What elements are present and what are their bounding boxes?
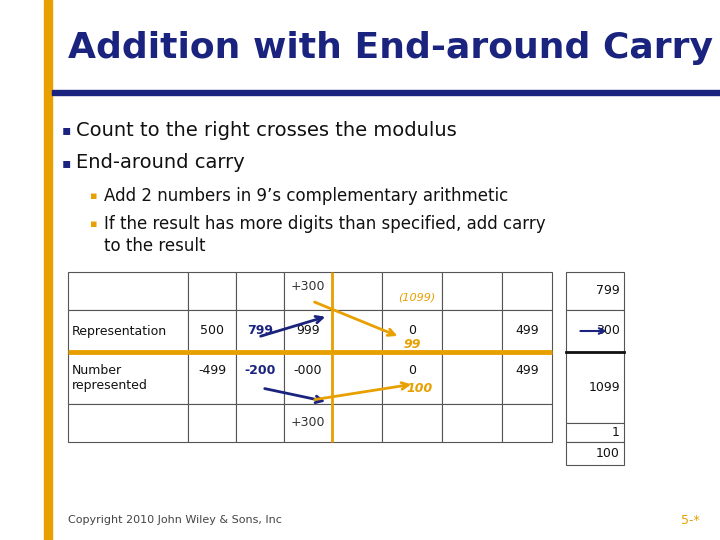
- Text: (1099): (1099): [398, 292, 436, 302]
- Bar: [382, 404, 442, 442]
- Bar: [566, 310, 624, 352]
- Text: 1: 1: [612, 426, 620, 439]
- Bar: [332, 404, 382, 442]
- Text: 100: 100: [407, 381, 433, 395]
- Bar: [502, 352, 552, 404]
- Text: 300: 300: [596, 325, 620, 338]
- Text: Add 2 numbers in 9’s complementary arithmetic: Add 2 numbers in 9’s complementary arith…: [104, 187, 508, 205]
- Bar: [236, 272, 284, 310]
- Bar: [68, 404, 188, 442]
- Text: ▪: ▪: [90, 191, 97, 201]
- Bar: [382, 272, 442, 310]
- Text: ▪: ▪: [62, 156, 71, 170]
- Bar: [236, 404, 284, 442]
- Bar: [188, 404, 236, 442]
- Text: -000: -000: [294, 363, 323, 376]
- Text: +300: +300: [291, 416, 325, 429]
- Text: 0: 0: [408, 363, 416, 376]
- Text: -200: -200: [244, 363, 276, 376]
- Bar: [382, 310, 442, 352]
- Text: ▪: ▪: [90, 219, 97, 229]
- Bar: [188, 352, 236, 404]
- Bar: [442, 352, 502, 404]
- Text: ▪: ▪: [62, 123, 71, 137]
- Text: 500: 500: [200, 325, 224, 338]
- Text: If the result has more digits than specified, add carry: If the result has more digits than speci…: [104, 215, 546, 233]
- Bar: [188, 272, 236, 310]
- Text: Count to the right crosses the modulus: Count to the right crosses the modulus: [76, 120, 456, 139]
- Bar: [566, 423, 624, 442]
- Bar: [52, 95, 720, 540]
- Bar: [566, 442, 624, 465]
- Text: 499: 499: [516, 363, 539, 376]
- Text: 1099: 1099: [588, 381, 620, 394]
- Bar: [442, 310, 502, 352]
- Bar: [68, 310, 188, 352]
- Bar: [236, 310, 284, 352]
- Bar: [188, 310, 236, 352]
- Bar: [502, 404, 552, 442]
- Bar: [332, 352, 382, 404]
- Bar: [332, 272, 382, 310]
- Text: 0: 0: [408, 325, 416, 338]
- Bar: [442, 272, 502, 310]
- Text: +300: +300: [291, 280, 325, 294]
- Bar: [566, 272, 624, 310]
- Bar: [442, 404, 502, 442]
- Text: Representation: Representation: [72, 325, 167, 338]
- Bar: [566, 352, 624, 423]
- Text: represented: represented: [72, 380, 148, 393]
- Bar: [44, 0, 52, 540]
- Text: 799: 799: [596, 285, 620, 298]
- Bar: [68, 352, 188, 404]
- Bar: [332, 310, 382, 352]
- Bar: [284, 352, 332, 404]
- Bar: [284, 310, 332, 352]
- Bar: [236, 352, 284, 404]
- Text: Number: Number: [72, 363, 122, 376]
- Text: 499: 499: [516, 325, 539, 338]
- Text: 799: 799: [247, 325, 273, 338]
- Bar: [382, 352, 442, 404]
- Text: 999: 999: [296, 325, 320, 338]
- Text: -499: -499: [198, 363, 226, 376]
- Text: 5-*: 5-*: [681, 514, 700, 526]
- Text: 99: 99: [403, 339, 420, 352]
- Text: Copyright 2010 John Wiley & Sons, Inc: Copyright 2010 John Wiley & Sons, Inc: [68, 515, 282, 525]
- Bar: [502, 310, 552, 352]
- Bar: [284, 404, 332, 442]
- Text: Addition with End-around Carry: Addition with End-around Carry: [68, 31, 713, 65]
- Bar: [284, 272, 332, 310]
- Text: End-around carry: End-around carry: [76, 153, 245, 172]
- Text: to the result: to the result: [104, 237, 205, 255]
- Bar: [52, 90, 720, 95]
- Bar: [68, 272, 188, 310]
- Bar: [502, 272, 552, 310]
- Bar: [0, 0, 720, 92]
- Text: 100: 100: [596, 447, 620, 460]
